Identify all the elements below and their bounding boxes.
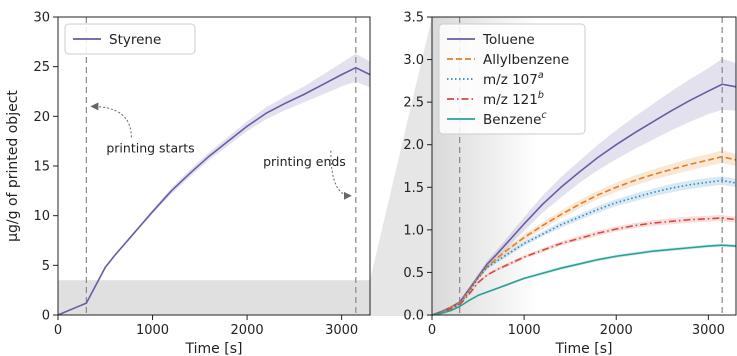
styrene-panel: 0 1000 2000 3000 0 5 10 15 20 25 30 Time [s] μg/g… <box>5 11 371 356</box>
x-ticks: 0 1000 2000 3000 <box>54 315 358 338</box>
legend-superscript: c <box>541 110 547 121</box>
legend-box <box>438 23 586 135</box>
m-z-121-band <box>432 214 736 315</box>
x-tick-label: 3000 <box>692 323 725 338</box>
x-tick-label: 0 <box>428 323 436 338</box>
legend-label-allylbenzene: Allylbenzene <box>483 52 569 68</box>
y-tick-label: 1.5 <box>403 181 424 196</box>
y-tick-label: 3.5 <box>403 11 424 26</box>
printing-starts-annotation: printing starts <box>106 140 194 155</box>
legend-label-m-z-121: m/z 121b <box>483 90 544 108</box>
x-tick-label: 2000 <box>600 323 633 338</box>
styrene-line <box>57 66 371 316</box>
styrene-band <box>58 53 370 316</box>
y-tick-label: 5 <box>42 259 50 274</box>
x-tick-label: 2000 <box>231 323 264 338</box>
y-tick-label: 1.0 <box>403 223 424 238</box>
series-lines <box>57 66 371 316</box>
zoom-connector <box>370 17 432 316</box>
m-z-121-line <box>431 217 737 316</box>
y-tick-label: 0 <box>42 309 50 324</box>
y-axis-label: μg/g of printed object <box>5 90 21 242</box>
legend-label-m-z-107: m/z 107a <box>483 70 544 88</box>
annotation-arrow <box>90 102 132 138</box>
legend-label-styrene: Styrene <box>109 32 161 48</box>
y-tick-label: 2.5 <box>403 96 424 111</box>
y-tick-label: 0.0 <box>403 309 424 324</box>
y-tick-label: 0.5 <box>403 266 424 281</box>
y-tick-label: 20 <box>33 110 50 125</box>
m-z-107-line <box>431 179 737 316</box>
x-axis-label: Time [s] <box>185 341 243 356</box>
aromatics-panel: 0 1000 2000 3000 0.0 0.5 1.0 1.5 2.0 2.5 3.0 3.5 T… <box>403 11 737 356</box>
x-axis-label: Time [s] <box>555 341 613 356</box>
series-lines <box>431 83 737 316</box>
legend-box <box>64 23 196 55</box>
y-tick-label: 30 <box>33 11 50 26</box>
x-tick-label: 3000 <box>325 323 358 338</box>
x-ticks: 0 1000 2000 3000 <box>428 315 725 338</box>
y-tick-label: 25 <box>33 60 50 75</box>
y-tick-label: 15 <box>33 160 50 175</box>
y-ticks: 0 5 10 15 20 25 30 <box>33 11 58 324</box>
printing-ends-annotation: printing ends <box>263 154 346 169</box>
y-ticks: 0.0 0.5 1.0 1.5 2.0 2.5 3.0 3.5 <box>403 11 432 324</box>
x-tick-label: 1000 <box>508 323 541 338</box>
toluene-band <box>432 58 736 315</box>
legend-superscript: b <box>538 90 544 101</box>
plot-frame <box>431 16 737 316</box>
legend: Styrene <box>64 23 196 55</box>
legend-label-benzene: Benzenec <box>483 110 547 128</box>
y-tick-label: 2.0 <box>403 138 424 153</box>
legend: Toluene Allylbenzene m/z 107a m/z 121b Benze… <box>438 23 586 135</box>
legend-label-toluene: Toluene <box>482 32 535 48</box>
y-tick-label: 10 <box>33 209 50 224</box>
y-tick-label: 3.0 <box>403 53 424 68</box>
x-tick-label: 0 <box>54 323 62 338</box>
toluene-line <box>431 83 737 316</box>
legend-superscript: a <box>538 70 544 81</box>
annotations: printing starts printing ends <box>90 102 352 200</box>
uncertainty-bands <box>58 53 370 316</box>
benzene-line <box>431 244 737 316</box>
zoom-region-shade <box>58 280 370 315</box>
x-tick-label: 1000 <box>136 323 169 338</box>
